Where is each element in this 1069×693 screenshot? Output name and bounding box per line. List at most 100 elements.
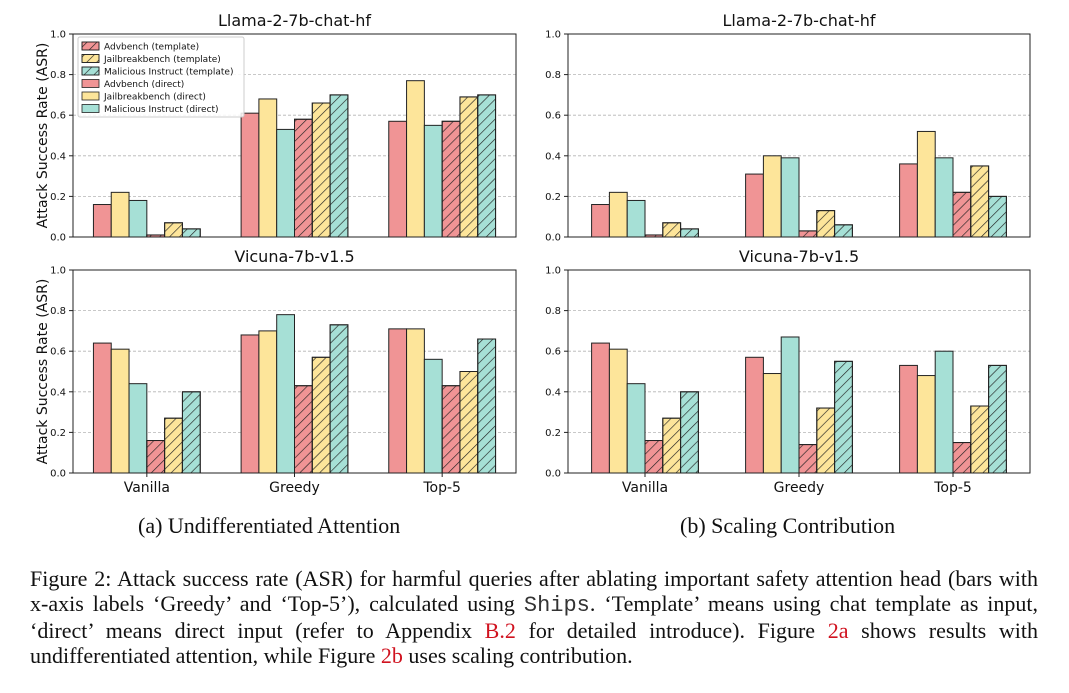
legend-box (77, 36, 245, 118)
legend-swatch (81, 91, 100, 101)
y-tick-label: 0.2 (545, 428, 561, 439)
bar-hatch (970, 165, 990, 238)
legend-swatch (81, 104, 100, 113)
bar (128, 199, 148, 238)
figure-2b-link[interactable]: 2b (380, 643, 403, 668)
bar (240, 112, 260, 238)
bar (276, 314, 296, 474)
y-tick-label: 0.4 (545, 151, 561, 162)
y-tick-label: 0.4 (545, 387, 561, 398)
y-axis-label: Attack Success Rate (ASR) (35, 279, 51, 465)
subcaption-a: (a) Undifferentiated Attention (138, 513, 401, 538)
bar (423, 358, 443, 474)
bar (388, 120, 408, 238)
appendix-link[interactable]: B.2 (484, 618, 516, 643)
bar (92, 204, 112, 238)
x-tick-label: Greedy (774, 480, 825, 496)
legend-label: Advbench (direct) (104, 80, 184, 90)
bar (240, 334, 260, 474)
bar-hatch (441, 385, 461, 474)
legend-label: Malicious Instruct (direct) (104, 105, 219, 115)
x-tick-label: Top-5 (422, 480, 461, 496)
bar-hatch (329, 324, 349, 474)
y-tick-label: 0.0 (545, 469, 561, 480)
bar-hatch (680, 228, 699, 238)
bar (762, 155, 782, 238)
bar (899, 163, 918, 238)
bar-hatch (680, 391, 699, 474)
legend-swatch (81, 79, 100, 88)
bar (110, 348, 130, 474)
bar (745, 173, 764, 238)
legend-swatch-hatch (81, 66, 100, 76)
y-tick-label: 0.2 (50, 192, 66, 203)
y-axis-label: Attack Success Rate (ASR) (35, 43, 51, 229)
bar (626, 383, 646, 474)
bar-hatch (952, 191, 972, 238)
legend-label: Jailbreakbench (template) (103, 55, 221, 65)
chart-panel-b-bottom: 0.0 0.2 0.4 0.6 0.8 1.0 Vanilla Greedy Top-5 Vicu… (545, 247, 1031, 496)
bar (591, 342, 610, 474)
legend: Advbench (template) Jailbreakbench (templ… (77, 36, 245, 118)
y-tick-label: 0.6 (545, 111, 561, 122)
bar-hatch (644, 440, 664, 474)
bar-hatch (952, 442, 972, 474)
chart-title: Llama-2-7b-chat-hf (218, 11, 371, 30)
figure-2a-link[interactable]: 2a (827, 618, 849, 643)
bar (92, 342, 112, 474)
bar-hatch (477, 338, 497, 474)
bar-hatch (459, 96, 479, 238)
bar-hatch (441, 120, 461, 238)
bar (406, 80, 425, 238)
y-tick-label: 0.6 (545, 347, 561, 358)
y-tick-label: 1.0 (545, 266, 561, 277)
bar (745, 356, 764, 474)
y-tick-label: 0.8 (545, 306, 561, 317)
figure-caption: Figure 2: Attack success rate (ASR) for … (30, 566, 1038, 668)
bar (591, 204, 610, 238)
y-tick-label: 0.0 (50, 233, 66, 244)
plot-frame (567, 33, 1031, 238)
bar (899, 364, 918, 474)
bar-hatch (988, 195, 1007, 238)
bar-hatch (164, 417, 183, 474)
x-tick-label: Top-5 (933, 480, 972, 496)
bar-hatch (294, 385, 313, 474)
x-tick-label: Greedy (269, 480, 320, 496)
bar (916, 130, 936, 238)
y-tick-label: 1.0 (50, 266, 66, 277)
chart-panel-b-top: 0.0 0.2 0.4 0.6 0.8 1.0 Llama-2-7b-chat-hf (545, 11, 1031, 244)
legend-label: Advbench (template) (104, 43, 199, 53)
chart-title: Llama-2-7b-chat-hf (723, 11, 876, 30)
bar-hatch (834, 360, 853, 474)
bar (934, 350, 954, 474)
bar (128, 383, 148, 474)
plot-frame (72, 33, 517, 238)
bar-hatch (816, 407, 836, 474)
plot-frame (567, 269, 1031, 474)
y-tick-label: 0.4 (50, 151, 66, 162)
bar (780, 157, 800, 238)
bar (916, 375, 936, 474)
bar (423, 124, 443, 238)
bar-hatch (816, 210, 836, 238)
caption-text: Figure 2: Attack success rate (ASR) for … (30, 566, 1038, 616)
y-tick-label: 0.2 (50, 428, 66, 439)
bar-hatch (970, 405, 990, 474)
caption-text: . ‘Template’ means using chat template a… (30, 591, 1038, 643)
legend-label: Malicious Instruct (template) (104, 68, 233, 78)
chart-title: Vicuna-7b-v1.5 (739, 247, 859, 266)
bar-hatch (294, 118, 313, 238)
bar-hatch (662, 417, 682, 474)
bar (110, 191, 130, 238)
bar-hatch (311, 102, 331, 238)
chart-title: Vicuna-7b-v1.5 (234, 247, 354, 266)
legend-swatch-hatch (81, 41, 100, 51)
bar (626, 199, 646, 238)
bar-hatch (798, 444, 818, 474)
bar (608, 191, 628, 238)
bar-hatch (662, 222, 682, 238)
x-tick-label: Vanilla (622, 480, 668, 496)
y-tick-label: 1.0 (545, 30, 561, 41)
chart-panel-a-top: 0.0 0.2 0.4 0.6 0.8 1.0 Llama-2-7b-chat-hf Atta… (35, 11, 517, 244)
